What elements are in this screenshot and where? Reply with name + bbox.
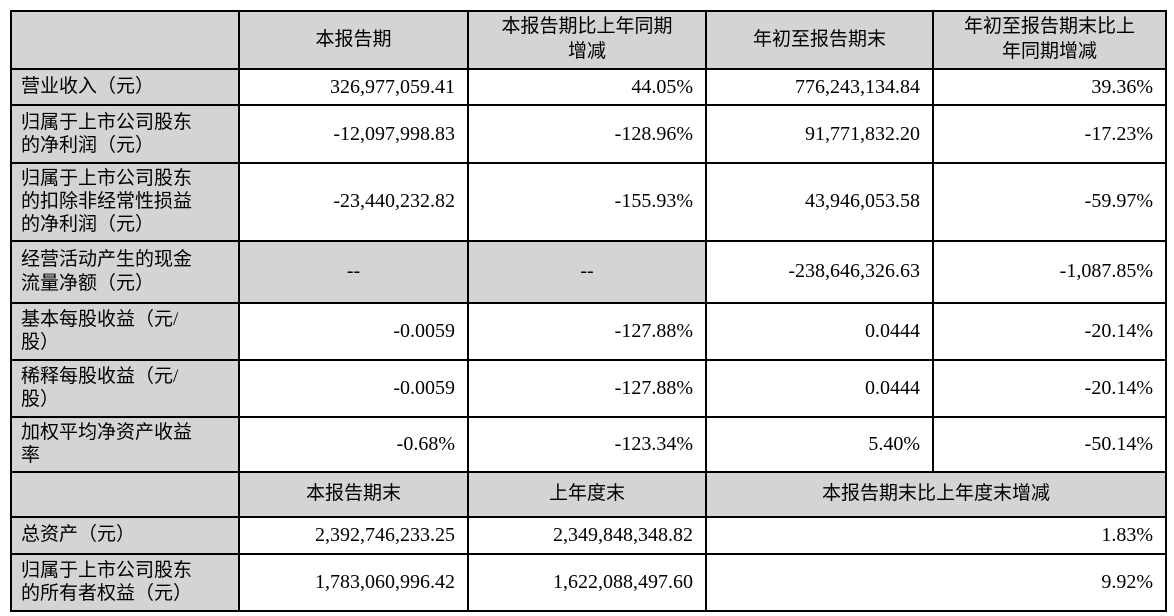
cell-end-of-last-year: 1,622,088,497.60: [467, 552, 707, 612]
table-row-diluted-eps: 稀释每股收益（元/ 股） -0.0059 -127.88% 0.0444 -20…: [10, 358, 1167, 418]
cell-current-period: --: [238, 239, 469, 304]
cell-yoy-change: 44.05%: [467, 68, 707, 106]
cell-change-vs-last-year-end: 1.83%: [705, 515, 1167, 555]
row-label: 经营活动产生的现金 流量净额（元）: [10, 239, 240, 304]
cell-current-period: 326,977,059.41: [238, 68, 469, 106]
header-year-to-date: 年初至报告期末: [705, 10, 934, 70]
header-row-yearend: 本报告期末 上年度末 本报告期末比上年度末增减: [10, 470, 1167, 518]
cell-ytd-yoy-change: -20.14%: [932, 358, 1167, 418]
row-label: 归属于上市公司股东 的净利润（元）: [10, 104, 240, 164]
cell-yoy-change: -128.96%: [467, 104, 707, 164]
cell-change-vs-last-year-end: 9.92%: [705, 552, 1167, 612]
cell-end-of-last-year: 2,349,848,348.82: [467, 515, 707, 555]
cell-ytd-yoy-change: -17.23%: [932, 104, 1167, 164]
cell-ytd-yoy-change: -1,087.85%: [932, 239, 1167, 304]
cell-ytd-yoy-change: -50.14%: [932, 415, 1167, 473]
cell-ytd-yoy-change: 39.36%: [932, 68, 1167, 106]
row-label: 归属于上市公司股东 的所有者权益（元）: [10, 552, 240, 612]
row-label: 营业收入（元）: [10, 68, 240, 106]
cell-ytd: 5.40%: [705, 415, 934, 473]
header-row-periods: 本报告期 本报告期比上年同期 增减 年初至报告期末 年初至报告期末比上 年同期增…: [10, 10, 1167, 70]
header-current-period-yoy-change: 本报告期比上年同期 增减: [467, 10, 707, 70]
header-year-to-date-yoy-change: 年初至报告期末比上 年同期增减: [932, 10, 1167, 70]
cell-yoy-change: --: [467, 239, 707, 304]
cell-ytd: 776,243,134.84: [705, 68, 934, 106]
financial-summary-table: 本报告期 本报告期比上年同期 增减 年初至报告期末 年初至报告期末比上 年同期增…: [10, 10, 1167, 612]
header-end-of-period: 本报告期末: [238, 470, 469, 518]
table-row-weighted-avg-roe: 加权平均净资产收益 率 -0.68% -123.34% 5.40% -50.14…: [10, 415, 1167, 473]
cell-ytd: 0.0444: [705, 301, 934, 361]
cell-yoy-change: -127.88%: [467, 358, 707, 418]
cell-current-period: -12,097,998.83: [238, 104, 469, 164]
row-label: 基本每股收益（元/ 股）: [10, 301, 240, 361]
cell-current-period: -0.0059: [238, 301, 469, 361]
table-row-owners-equity: 归属于上市公司股东 的所有者权益（元） 1,783,060,996.42 1,6…: [10, 552, 1167, 612]
table-row-operating-revenue: 营业收入（元） 326,977,059.41 44.05% 776,243,13…: [10, 68, 1167, 106]
cell-current-period: -0.68%: [238, 415, 469, 473]
header-blank-corner: [10, 10, 240, 70]
cell-current-period: -23,440,232.82: [238, 162, 469, 242]
header-change-vs-last-year-end: 本报告期末比上年度末增减: [705, 470, 1167, 518]
table-row-basic-eps: 基本每股收益（元/ 股） -0.0059 -127.88% 0.0444 -20…: [10, 301, 1167, 361]
table-row-net-profit: 归属于上市公司股东 的净利润（元） -12,097,998.83 -128.96…: [10, 104, 1167, 164]
header-blank-corner: [10, 470, 240, 518]
header-current-period: 本报告期: [238, 10, 469, 70]
cell-yoy-change: -123.34%: [467, 415, 707, 473]
table-row-net-profit-excl-nonrecurring: 归属于上市公司股东 的扣除非经常性损益 的净利润（元） -23,440,232.…: [10, 162, 1167, 242]
header-end-of-last-year: 上年度末: [467, 470, 707, 518]
cell-yoy-change: -127.88%: [467, 301, 707, 361]
cell-end-of-period: 2,392,746,233.25: [238, 515, 469, 555]
row-label: 总资产（元）: [10, 515, 240, 555]
row-label: 归属于上市公司股东 的扣除非经常性损益 的净利润（元）: [10, 162, 240, 242]
table-row-total-assets: 总资产（元） 2,392,746,233.25 2,349,848,348.82…: [10, 515, 1167, 555]
cell-end-of-period: 1,783,060,996.42: [238, 552, 469, 612]
cell-ytd: 0.0444: [705, 358, 934, 418]
cell-ytd: 43,946,053.58: [705, 162, 934, 242]
cell-ytd: -238,646,326.63: [705, 239, 934, 304]
table-row-operating-cash-flow: 经营活动产生的现金 流量净额（元） -- -- -238,646,326.63 …: [10, 239, 1167, 304]
cell-yoy-change: -155.93%: [467, 162, 707, 242]
row-label: 加权平均净资产收益 率: [10, 415, 240, 473]
cell-ytd: 91,771,832.20: [705, 104, 934, 164]
cell-ytd-yoy-change: -59.97%: [932, 162, 1167, 242]
cell-ytd-yoy-change: -20.14%: [932, 301, 1167, 361]
cell-current-period: -0.0059: [238, 358, 469, 418]
row-label: 稀释每股收益（元/ 股）: [10, 358, 240, 418]
